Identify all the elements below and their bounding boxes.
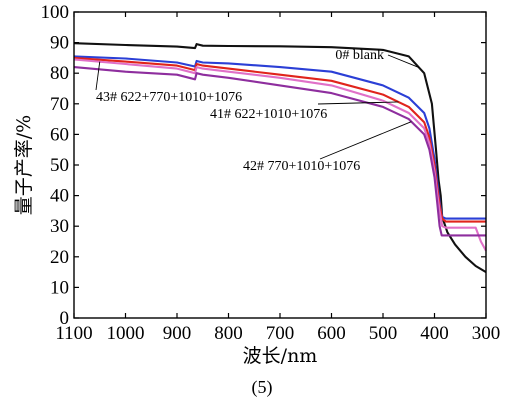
annotation-leader-line [317,101,399,105]
x-tick-label: 900 [163,323,192,344]
y-tick-label: 80 [50,63,69,84]
series-line-0 [73,42,487,274]
x-tick-label: 500 [369,323,398,344]
annotation-leader-line [95,61,101,91]
series-lines [73,42,487,274]
y-tick-label: 20 [50,247,69,268]
series-annotation-label: 42# 770+1010+1076 [243,159,360,174]
x-tick-label: 1000 [107,323,145,344]
x-axis-label: 波长/nm [243,345,318,367]
series-annotation-label: 0# blank [335,48,384,63]
series-annotation-label: 41# 622+1010+1076 [210,107,327,122]
y-tick-label: 50 [50,155,69,176]
y-tick-label: 70 [50,94,69,115]
x-tick-label: 400 [420,323,449,344]
series-line-2 [73,56,486,223]
y-tick-label: 10 [50,277,69,298]
x-tick-label: 300 [472,323,501,344]
annotation-leader-line [387,54,420,69]
y-axis-label: 量子产率/% [13,115,35,215]
x-tick-label: 700 [266,323,295,344]
y-tick-label: 90 [50,33,69,54]
series-line-4 [73,66,486,237]
x-tick-label: 600 [317,323,346,344]
y-tick-label: 0 [60,308,70,329]
series-annotation-label: 43# 622+770+1010+1076 [96,90,242,105]
figure-caption: (5) [252,377,273,398]
y-axis-ticks: 0 10 20 30 40 50 60 70 80 90 100 [41,2,486,329]
x-tick-label: 1100 [55,323,92,344]
y-tick-label: 60 [50,124,69,145]
y-tick-label: 100 [41,2,70,23]
x-axis-ticks: 1100 1000 900 800 700 600 500 400 300 [55,12,500,344]
annotation-leaders [95,54,420,160]
annotation-leader-line [319,121,412,160]
annotations: 0# blank 43# 622+770+1010+1076 41# 622+101… [96,48,384,174]
series-line-3 [73,58,487,252]
y-tick-label: 30 [50,216,69,237]
y-tick-label: 40 [50,186,69,207]
x-tick-label: 800 [214,323,243,344]
